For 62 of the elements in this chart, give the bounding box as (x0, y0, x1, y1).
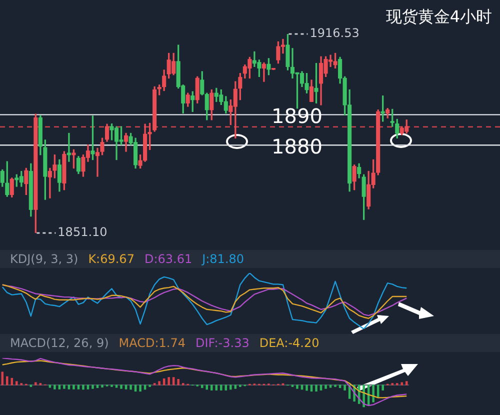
annotation: 1851.10 (58, 225, 108, 240)
bar (344, 384, 346, 390)
bar (220, 384, 222, 390)
bar (68, 384, 70, 390)
bar (77, 384, 80, 390)
bar (296, 384, 298, 389)
annotation: 1916.53 (310, 26, 360, 40)
bar (177, 379, 180, 386)
bar (382, 384, 384, 390)
bar (63, 384, 66, 389)
bar (158, 381, 160, 386)
bar (101, 384, 104, 388)
bar (329, 384, 332, 388)
text: MACD:1.74 (118, 336, 186, 350)
bar (120, 384, 122, 389)
bar (234, 384, 237, 389)
bar (34, 382, 37, 386)
bar (306, 384, 308, 391)
bar (96, 384, 99, 388)
bar (224, 384, 228, 390)
bar (130, 384, 132, 390)
bar (134, 384, 137, 392)
series-label: J:81.80 (202, 252, 244, 266)
bar (400, 382, 403, 386)
bar (86, 384, 90, 390)
chart-title: MACD(12, 26, 9) (10, 336, 109, 350)
bar (168, 377, 170, 386)
text: DEA:-4.20 (259, 336, 320, 350)
candlestick (66, 132, 71, 162)
bar (124, 384, 128, 390)
bar (92, 384, 94, 389)
bar (10, 378, 14, 386)
bar (324, 384, 327, 389)
bar (139, 384, 142, 392)
bar (54, 384, 56, 390)
candlestick (262, 62, 266, 82)
bar (58, 384, 61, 390)
bar (200, 384, 204, 388)
bar (215, 384, 218, 390)
bar (1, 372, 4, 386)
bar (16, 381, 18, 386)
bar (372, 384, 374, 402)
text: D:63.61 (144, 252, 192, 266)
series-label: DIF:-3.33 (196, 336, 250, 350)
bar (82, 384, 84, 390)
chart-title: KDJ(9, 3, 3) (10, 252, 78, 266)
bar (162, 378, 166, 386)
bar (48, 384, 52, 388)
bar (315, 384, 318, 392)
bar (310, 384, 313, 392)
bar (172, 377, 175, 386)
bar (338, 384, 342, 388)
bar (6, 376, 8, 386)
chart-title: 现货黄金4小时 (386, 7, 492, 28)
bar (210, 384, 213, 390)
bar (115, 384, 118, 388)
bar (72, 384, 75, 390)
bar (206, 384, 208, 390)
bar (230, 384, 232, 390)
bar (320, 384, 322, 390)
text: K:69.67 (88, 252, 134, 266)
bar (405, 381, 408, 386)
